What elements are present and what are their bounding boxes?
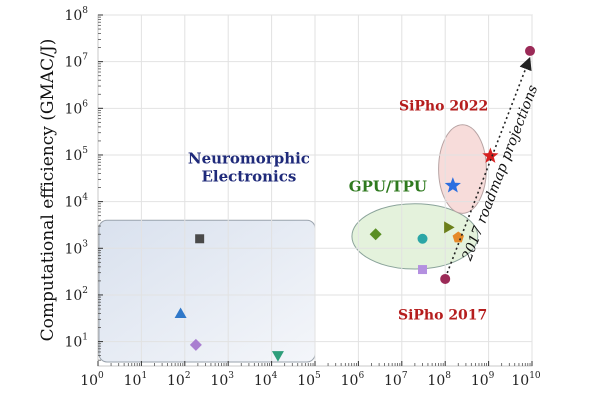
diamond-marker — [189, 338, 202, 351]
x-tick-label: 100 — [80, 371, 104, 389]
star-marker — [444, 177, 461, 193]
gpu-tpu-region — [351, 203, 479, 270]
sipho-2022-label: SiPho 2022 — [399, 98, 488, 114]
y-axis-label: Computational efficiency (GMAC/J) — [38, 39, 58, 342]
circle-marker — [417, 233, 428, 244]
y-tick-label: 108 — [64, 6, 88, 24]
neuromorphic-electronics-region — [98, 219, 316, 363]
y-tick-label: 106 — [64, 99, 88, 117]
sipho-2017-label: SiPho 2017 — [398, 307, 487, 323]
triangle-up-marker — [174, 307, 187, 319]
sipho-2022-region — [438, 124, 487, 214]
square-marker — [195, 234, 205, 244]
y-tick-label: 107 — [64, 53, 88, 71]
x-tick-label: 106 — [341, 371, 365, 389]
y-tick-label: 105 — [64, 146, 88, 164]
y-tick-label: 103 — [64, 239, 88, 257]
triangle-right-marker — [444, 221, 455, 234]
x-tick-label: 102 — [167, 371, 191, 389]
neuromorphic-electronics-label: Neuromorphic Electronics — [188, 150, 310, 186]
square-marker — [418, 265, 428, 275]
x-tick-label: 103 — [210, 371, 234, 389]
star-marker — [482, 147, 499, 163]
gpu-tpu-label: GPU/TPU — [349, 178, 427, 196]
x-tick-label: 107 — [384, 371, 408, 389]
x-tick-label: 104 — [254, 371, 278, 389]
y-tick-label: 101 — [64, 333, 88, 351]
pentagon-marker — [452, 231, 464, 243]
x-tick-label: 1010 — [511, 371, 541, 389]
circle-marker — [525, 45, 536, 56]
y-tick-label: 104 — [64, 193, 88, 211]
x-tick-label: 109 — [471, 371, 495, 389]
triangle-down-marker — [271, 351, 284, 362]
diamond-marker — [369, 228, 382, 241]
roadmap-arrow — [446, 56, 532, 274]
circle-marker — [440, 273, 451, 284]
x-tick-label: 101 — [124, 371, 148, 389]
x-tick-label: 108 — [427, 371, 451, 389]
x-tick-label: 105 — [297, 371, 321, 389]
y-tick-label: 102 — [64, 286, 88, 304]
